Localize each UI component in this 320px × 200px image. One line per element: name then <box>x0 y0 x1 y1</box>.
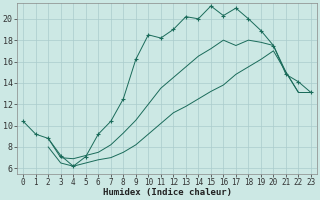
X-axis label: Humidex (Indice chaleur): Humidex (Indice chaleur) <box>103 188 232 197</box>
